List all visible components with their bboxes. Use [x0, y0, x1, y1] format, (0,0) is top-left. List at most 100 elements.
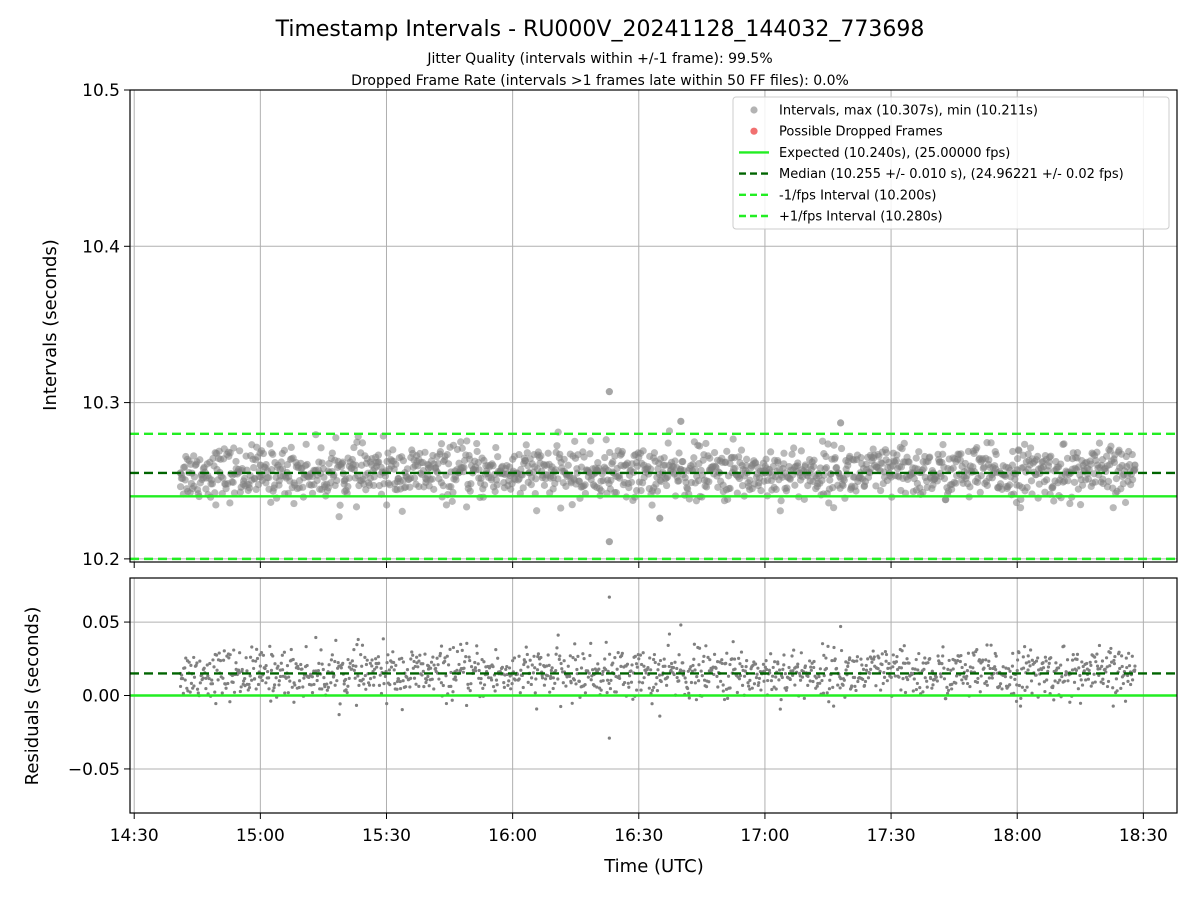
residual-point: [327, 663, 331, 667]
residual-point: [1070, 668, 1075, 672]
residual-point: [732, 657, 737, 661]
residual-point: [1078, 701, 1083, 705]
residual-point: [895, 655, 899, 659]
residual-point: [972, 653, 976, 657]
residual-point: [608, 686, 613, 691]
interval-point: [375, 458, 383, 466]
residual-point: [236, 668, 241, 672]
residual-point: [512, 656, 517, 660]
residual-point: [884, 652, 889, 657]
residual-point: [629, 669, 633, 673]
residual-point: [828, 678, 832, 682]
interval-point: [654, 465, 662, 473]
residual-point: [500, 665, 505, 669]
residual-point-notable: [426, 667, 431, 671]
residual-point: [1026, 654, 1030, 658]
residual-point: [400, 656, 404, 660]
residual-point: [799, 651, 803, 655]
residual-point: [902, 644, 906, 648]
residual-point: [192, 684, 196, 688]
residual-point: [1046, 665, 1051, 669]
residual-point: [536, 652, 541, 656]
residual-point: [272, 686, 276, 690]
residual-point: [198, 659, 202, 663]
interval-point: [762, 455, 770, 463]
residual-point: [269, 699, 273, 703]
residual-point: [790, 654, 794, 658]
residual-point: [348, 661, 352, 665]
residual-point: [897, 675, 901, 679]
residual-point: [507, 666, 512, 670]
residual-point: [1104, 670, 1108, 674]
residual-point: [688, 667, 692, 671]
residual-point: [806, 674, 810, 678]
residual-point: [874, 684, 878, 688]
interval-point: [830, 504, 838, 512]
residual-point: [659, 679, 663, 684]
residual-point: [1049, 656, 1053, 660]
interval-point: [448, 497, 456, 505]
residual-point: [1081, 664, 1085, 669]
residual-point: [968, 684, 972, 689]
legend-box: [732, 96, 1170, 230]
residual-point: [686, 686, 690, 691]
residual-point: [392, 668, 396, 672]
residual-point: [699, 669, 703, 673]
residual-point: [782, 653, 786, 657]
residual-point: [282, 650, 287, 654]
residual-point: [724, 661, 728, 665]
residual-point: [1043, 689, 1047, 694]
residual-point: [347, 676, 351, 680]
residual-point: [820, 642, 825, 646]
residual-point: [697, 663, 701, 667]
residual-point: [377, 661, 381, 665]
residual-point: [814, 676, 819, 680]
residual-point: [679, 668, 683, 673]
interval-point: [277, 458, 285, 466]
legend-entry-0: Intervals, max (10.307s), min (10.211s): [779, 104, 1038, 119]
interval-point: [287, 443, 295, 452]
residual-point: [448, 647, 452, 652]
interval-point: [467, 480, 475, 488]
residual-point: [511, 659, 515, 663]
residual-point: [217, 651, 221, 655]
interval-point-notable: [1131, 461, 1139, 469]
residual-point: [455, 668, 459, 672]
residual-point: [905, 657, 909, 661]
interval-point: [843, 470, 851, 478]
residual-point: [978, 690, 982, 694]
residual-point: [378, 673, 382, 677]
residual-point: [798, 678, 803, 682]
residual-point: [1066, 679, 1070, 683]
residual-point: [335, 679, 339, 683]
interval-point: [1087, 460, 1095, 468]
interval-point: [358, 439, 367, 447]
residual-point: [446, 663, 451, 667]
residual-point: [900, 649, 904, 653]
residual-point: [1009, 675, 1013, 679]
residual-point: [756, 666, 760, 670]
residual-point: [1086, 677, 1091, 681]
residual-point: [574, 682, 578, 686]
residual-point: [748, 678, 752, 682]
residual-point: [1053, 679, 1057, 683]
residual-point: [755, 672, 759, 676]
residual-point: [1041, 666, 1046, 670]
residual-point: [747, 684, 751, 688]
residual-point: [325, 682, 329, 686]
residual-point: [881, 681, 885, 686]
residual-point: [224, 686, 228, 690]
interval-point: [313, 476, 321, 485]
residual-point: [600, 672, 604, 676]
residual-point: [460, 648, 464, 652]
interval-point: [767, 448, 775, 456]
residual-point-notable: [607, 595, 611, 599]
x-axis-label: Time (UTC): [603, 856, 704, 877]
interval-point: [302, 440, 310, 448]
interval-point: [627, 478, 636, 486]
x-tick-label-1: 15:00: [236, 826, 285, 846]
residual-point: [519, 668, 523, 672]
residual-point: [934, 675, 938, 679]
residual-point: [894, 660, 899, 664]
residual-point: [611, 661, 615, 665]
